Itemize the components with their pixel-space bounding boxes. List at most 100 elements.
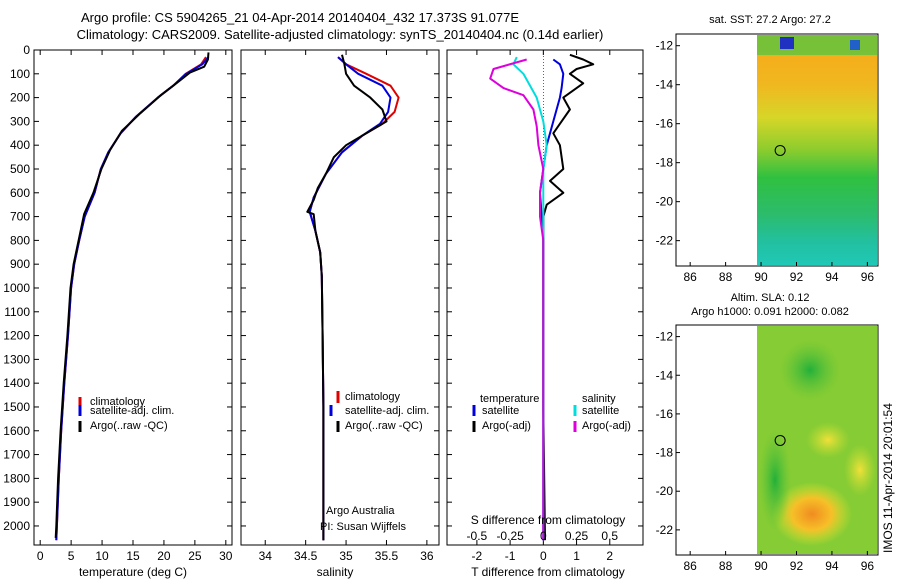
x-tick-label: 15 — [126, 549, 140, 563]
x-tick-label: 10 — [95, 549, 109, 563]
map-x-tick-label: 88 — [719, 270, 733, 284]
map-y-tick-label: -12 — [656, 39, 674, 53]
sst-field — [757, 35, 877, 265]
map-x-tick-label: 92 — [790, 270, 804, 284]
temperature-legend: climatology satellite-adj. clim. Argo(..… — [78, 396, 174, 432]
y-tick-label: 500 — [10, 162, 30, 176]
map-x-tick-label: 90 — [754, 559, 768, 573]
s-diff-tick-label: 0 — [540, 529, 547, 543]
x-tick-label: 5 — [68, 549, 75, 563]
y-tick-label: 1500 — [3, 400, 30, 414]
sla-low-anomaly — [759, 430, 791, 530]
y-tick-label: 1600 — [3, 424, 30, 438]
y-tick-label: 800 — [10, 233, 30, 247]
argo-australia-label: Argo Australia — [326, 505, 395, 517]
map-x-tick-label: 94 — [825, 559, 839, 573]
sla-map-title-2: Argo h1000: 0.091 h2000: 0.082 — [691, 306, 849, 318]
y-tick-label: 1800 — [3, 471, 30, 485]
y-tick-label: 700 — [10, 210, 30, 224]
y-tick-label: 300 — [10, 114, 30, 128]
map-y-tick-label: -16 — [656, 407, 674, 421]
difference-panel: -2 -1 0 1 2 T difference from climatology S … — [446, 49, 644, 579]
argo-position-marker — [774, 144, 786, 156]
y-tick-label: 900 — [10, 257, 30, 271]
x-tick-label: -1 — [505, 549, 516, 563]
y-tick-label: 1700 — [3, 448, 30, 462]
x-tick-label: -2 — [472, 549, 483, 563]
map-x-tick-label: 92 — [790, 559, 804, 573]
y-tick-label: 400 — [10, 138, 30, 152]
y-tick-label: 1000 — [3, 281, 30, 295]
temperature-axes — [33, 49, 233, 546]
x-tick-label: 20 — [157, 549, 171, 563]
y-tick-label: 1100 — [4, 305, 30, 319]
sla-high-anomaly — [772, 482, 852, 546]
sst-map: 86 88 90 92 94 96 -12 -14 -16 -18 -20 -22 — [656, 33, 879, 284]
difference-legend: temperature salinity satellite Argo(-adj… — [472, 393, 631, 432]
map-x-tick-label: 88 — [719, 559, 733, 573]
s-diff-tick-label: 0.25 — [565, 529, 589, 543]
series-line-argo-raw-qc- — [306, 54, 388, 541]
sla-high-anomaly — [844, 444, 876, 496]
map-y-tick-label: -18 — [656, 156, 674, 170]
salinity-panel: 34 34.5 35 35.5 36 salinity climatology sate… — [240, 49, 440, 579]
s-diff-tick-label: 0.5 — [601, 529, 618, 543]
imos-stamp: IMOS 11-Apr-2014 20:01:54 — [881, 403, 895, 553]
x-tick-label: 30 — [219, 549, 233, 563]
series-line-argo-raw-qc- — [54, 52, 210, 538]
y-tick-label: 2000 — [3, 519, 30, 533]
s-difference-label: S difference from climatology — [471, 513, 626, 527]
x-tick-label: 35 — [339, 549, 353, 563]
x-tick-label: 34.5 — [294, 549, 318, 563]
legend-header-salinity: salinity — [582, 393, 616, 405]
x-tick-label: 2 — [606, 549, 613, 563]
s-diff-tick-label: -0.25 — [496, 529, 524, 543]
salinity-legend: climatology satellite-adj. clim. Argo(..… — [329, 391, 429, 432]
x-tick-label: 36 — [420, 549, 434, 563]
title-line-2: Climatology: CARS2009. Satellite-adjuste… — [77, 27, 604, 42]
map-y-tick-label: -20 — [656, 195, 674, 209]
y-tick-label: 1400 — [3, 376, 30, 390]
y-tick-label: 100 — [10, 67, 30, 81]
temperature-xlabel: temperature (deg C) — [79, 565, 187, 579]
legend-label-argo: Argo(..raw -QC) — [345, 420, 423, 432]
y-tick-label: 600 — [10, 186, 30, 200]
map-y-tick-label: -18 — [656, 446, 674, 460]
legend-label-s-argo: Argo(-adj) — [582, 420, 631, 432]
map-y-tick-label: -14 — [656, 78, 674, 92]
map-y-tick-label: -14 — [656, 368, 674, 382]
temperature-panel: 0 5 10 15 20 25 300100200300400500600700800900… — [3, 43, 233, 579]
x-tick-label: 34 — [259, 549, 273, 563]
y-tick-label: 1900 — [3, 495, 30, 509]
sla-high-anomaly — [806, 422, 850, 458]
sla-map: 86 88 90 92 94 96 -12 -14 -16 -18 -20 -22 — [656, 324, 879, 573]
pi-label: PI: Susan Wijffels — [320, 521, 406, 533]
map-y-tick-label: -12 — [656, 330, 674, 344]
x-tick-label: 0 — [37, 549, 44, 563]
difference-xlabel: T difference from climatology — [471, 565, 625, 579]
legend-header-temperature: temperature — [480, 393, 539, 405]
series-line-salinity-argo-adj- — [489, 58, 545, 541]
s-diff-tick-label: -0.5 — [467, 529, 488, 543]
map-x-tick-label: 94 — [825, 270, 839, 284]
map-y-tick-label: -20 — [656, 484, 674, 498]
map-y-tick-label: -16 — [656, 117, 674, 131]
legend-label-satellite: satellite-adj. clim. — [345, 405, 429, 417]
y-tick-label: 1200 — [3, 329, 30, 343]
map-x-tick-label: 96 — [861, 559, 875, 573]
sla-map-title-1: Altim. SLA: 0.12 — [731, 292, 810, 304]
y-tick-label: 0 — [23, 43, 30, 57]
legend-label-climatology: climatology — [90, 396, 146, 408]
argo-position-marker — [774, 434, 786, 446]
salinity-axes — [240, 49, 440, 546]
map-x-tick-label: 86 — [683, 559, 697, 573]
title-line-1: Argo profile: CS 5904265_21 04-Apr-2014 … — [81, 10, 519, 25]
map-x-tick-label: 86 — [683, 270, 697, 284]
y-tick-label: 200 — [10, 91, 30, 105]
map-x-tick-label: 90 — [754, 270, 768, 284]
legend-label-s-satellite: satellite — [582, 405, 619, 417]
salinity-xlabel: salinity — [317, 565, 354, 579]
map-x-tick-label: 96 — [861, 270, 875, 284]
x-tick-label: 25 — [188, 549, 202, 563]
